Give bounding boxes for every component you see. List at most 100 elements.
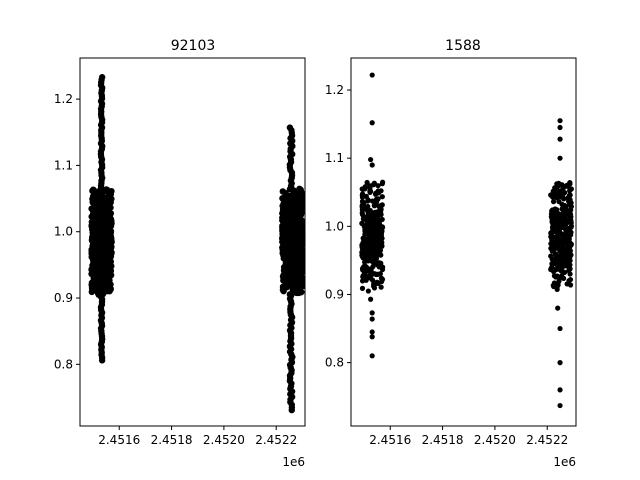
data-point bbox=[297, 194, 305, 201]
data-point bbox=[373, 190, 379, 196]
data-point bbox=[369, 334, 375, 340]
scatter-points bbox=[88, 74, 306, 414]
data-point bbox=[365, 274, 372, 280]
data-point bbox=[379, 216, 385, 223]
x-tick-label: 2.4516 bbox=[98, 433, 140, 447]
data-point bbox=[374, 251, 380, 257]
data-point bbox=[91, 280, 99, 288]
data-point bbox=[89, 187, 96, 195]
x-tick-label: 2.4522 bbox=[526, 433, 568, 447]
data-point bbox=[379, 194, 385, 200]
data-point bbox=[369, 72, 375, 78]
data-point bbox=[549, 256, 556, 262]
scatter-points bbox=[359, 72, 575, 409]
data-point bbox=[371, 244, 377, 251]
data-point bbox=[377, 204, 383, 210]
x-tick-label: 2.4516 bbox=[369, 433, 411, 447]
data-point bbox=[360, 206, 366, 213]
data-point bbox=[361, 200, 367, 206]
data-point bbox=[101, 230, 109, 238]
data-point bbox=[103, 248, 110, 256]
data-point bbox=[555, 234, 561, 240]
y-tick-label: 0.8 bbox=[325, 356, 344, 370]
data-point bbox=[555, 305, 561, 311]
data-point bbox=[568, 217, 574, 224]
data-point bbox=[94, 289, 101, 296]
data-point bbox=[369, 316, 375, 322]
y-tick-label: 1.0 bbox=[54, 225, 73, 239]
subplot-92103: 92103 0.8 0.9 1.0 1.1 1.2 2.4516 2.4518 2.4520… bbox=[54, 38, 306, 469]
data-point bbox=[279, 283, 287, 290]
chart-title: 92103 bbox=[171, 38, 216, 54]
data-point bbox=[568, 224, 574, 231]
data-point bbox=[548, 230, 554, 236]
data-point bbox=[286, 215, 293, 223]
data-point bbox=[550, 194, 556, 200]
data-point bbox=[368, 241, 374, 247]
data-point bbox=[369, 310, 375, 316]
data-point bbox=[90, 197, 97, 204]
data-point bbox=[553, 242, 559, 248]
data-point bbox=[291, 220, 299, 228]
x-tick-label: 2.4518 bbox=[151, 433, 193, 447]
data-point bbox=[557, 248, 563, 254]
y-tick-label: 0.9 bbox=[54, 291, 73, 305]
data-point bbox=[375, 247, 381, 253]
data-point bbox=[98, 74, 106, 81]
data-point bbox=[371, 271, 377, 277]
data-point bbox=[363, 224, 369, 230]
data-point bbox=[568, 252, 574, 258]
data-point bbox=[102, 279, 109, 286]
data-point bbox=[557, 263, 563, 269]
data-point bbox=[566, 236, 572, 242]
x-axis: 2.4516 2.4518 2.4520 2.4522 bbox=[98, 426, 297, 447]
data-point bbox=[284, 275, 291, 282]
data-point bbox=[362, 186, 368, 192]
data-point bbox=[563, 256, 569, 262]
data-point bbox=[298, 257, 306, 264]
data-point bbox=[295, 251, 302, 259]
data-point bbox=[369, 353, 375, 359]
data-point bbox=[286, 205, 293, 213]
data-point bbox=[287, 292, 295, 300]
data-point bbox=[567, 201, 573, 207]
data-point bbox=[286, 252, 294, 260]
data-point bbox=[557, 213, 563, 219]
data-point bbox=[362, 214, 368, 221]
data-point bbox=[368, 188, 374, 194]
data-point bbox=[293, 203, 301, 210]
axes-frame bbox=[79, 57, 306, 427]
data-point bbox=[285, 246, 292, 254]
data-point bbox=[368, 156, 374, 163]
data-point bbox=[377, 225, 383, 231]
data-point bbox=[279, 230, 286, 238]
data-point bbox=[298, 288, 305, 296]
data-point bbox=[283, 210, 291, 217]
data-point bbox=[293, 209, 300, 216]
data-point bbox=[379, 266, 386, 273]
data-point bbox=[369, 162, 375, 168]
data-point bbox=[557, 360, 563, 366]
data-point bbox=[298, 237, 305, 245]
data-point bbox=[106, 213, 114, 221]
data-point bbox=[359, 194, 366, 200]
data-point bbox=[285, 197, 292, 204]
data-point bbox=[548, 234, 554, 240]
data-point bbox=[365, 208, 371, 214]
data-point bbox=[557, 229, 563, 236]
data-point bbox=[379, 276, 386, 282]
data-point bbox=[549, 218, 555, 224]
data-point bbox=[296, 220, 304, 228]
data-point bbox=[107, 191, 115, 198]
data-point bbox=[376, 260, 382, 266]
data-point bbox=[558, 253, 564, 259]
data-point bbox=[88, 266, 95, 273]
data-point bbox=[551, 283, 557, 290]
data-point bbox=[370, 250, 376, 256]
data-point bbox=[564, 182, 570, 188]
data-point bbox=[554, 181, 560, 187]
data-point bbox=[553, 261, 559, 267]
data-point bbox=[292, 190, 300, 198]
data-point bbox=[103, 194, 110, 201]
data-point bbox=[564, 211, 570, 217]
